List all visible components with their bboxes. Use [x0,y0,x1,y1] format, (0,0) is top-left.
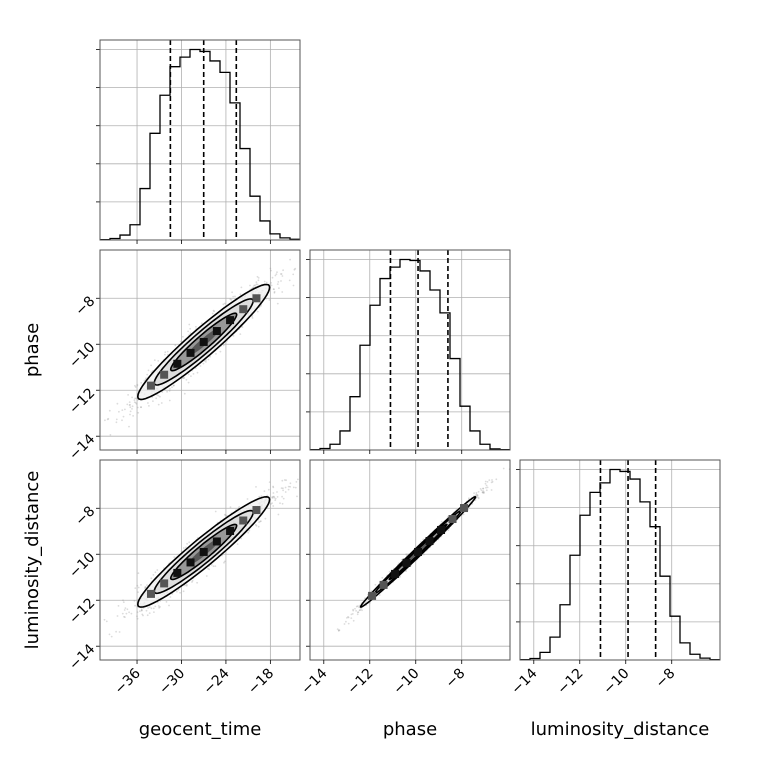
y-axis-label-luminosity_distance: luminosity_distance [22,471,43,650]
panel-frame [309,249,511,451]
panel-content [100,40,300,240]
density-bin [186,558,195,567]
density-bin [239,305,248,314]
density-bin [146,589,155,598]
panel-content [310,460,510,660]
panel-content [100,460,300,660]
density-bin [212,537,221,546]
density-bin [368,591,377,600]
density-bin [252,294,261,303]
density-bin [160,579,169,588]
density-bin [379,580,388,589]
density-bin [146,381,155,390]
density-bin [252,506,261,515]
density-bin [160,370,169,379]
density-bin [173,568,182,577]
density-bin [460,504,469,513]
density-bin [239,516,248,525]
panel-1-1 [306,249,511,454]
density-bin [199,337,208,346]
panel-frame [99,249,301,451]
histogram-luminosity_distance [520,468,720,660]
histogram-geocent_time [100,48,300,240]
histogram-phase [310,258,510,450]
density-bin [425,536,434,545]
density-bin [226,526,235,535]
panel-frame [99,39,301,241]
panel-frame [519,459,721,661]
x-axis-label-luminosity_distance: luminosity_distance [531,719,710,740]
density-bin [199,547,208,556]
density-bin [391,569,400,578]
x-axis-label-geocent_time: geocent_time [139,719,262,740]
density-bin [437,525,446,534]
x-axis-label-phase: phase [383,719,437,740]
density-bin [226,316,235,325]
density-bin [448,515,457,524]
density-bin [212,327,221,336]
density-bin [186,348,195,357]
y-axis-label-phase: phase [22,323,43,377]
density-bin [173,359,182,368]
panel-0-0 [96,39,301,244]
density-bin [402,558,411,567]
panel-content [310,250,510,450]
density-bin [414,547,423,556]
panel-content [100,250,300,450]
panel-frame [99,459,301,661]
panel-frame [309,459,511,661]
panel-content [520,460,720,660]
